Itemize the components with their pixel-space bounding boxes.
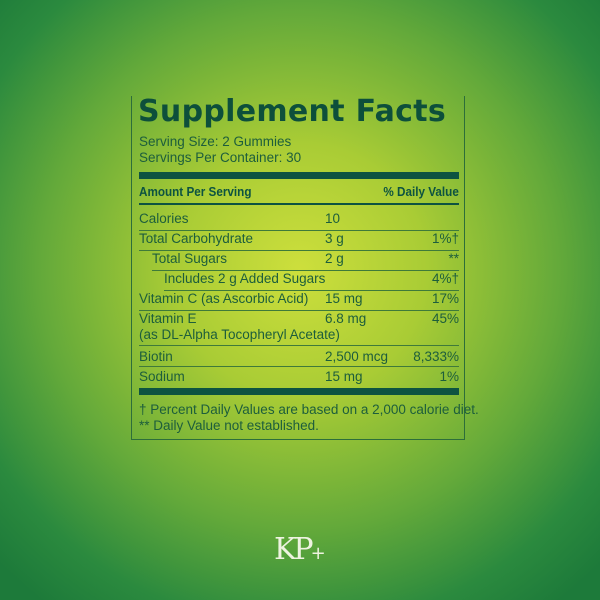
nutrient-amount: 15 mg <box>325 369 363 384</box>
nutrient-row-total-sugars: Total Sugars 2 g ** <box>152 251 459 271</box>
nutrient-amount: 15 mg <box>325 291 363 306</box>
nutrient-row-vitamin-c: Vitamin C (as Ascorbic Acid) 15 mg 17% <box>139 291 459 311</box>
nutrient-amount: 3 g <box>325 231 344 246</box>
nutrient-row-biotin: Biotin 2,500 mcg 8,333% <box>139 349 459 367</box>
nutrient-dv: 1%† <box>431 231 459 246</box>
nutrient-amount: 10 <box>325 211 341 226</box>
nutrient-name: Vitamin C (as Ascorbic Acid) <box>139 291 309 306</box>
nutrient-row-vitamin-e: Vitamin E (as DL-Alpha Tocopheryl Acetat… <box>139 311 459 346</box>
logo-plus: + <box>310 543 326 564</box>
header-divider <box>139 203 459 205</box>
servings-per-container: Servings Per Container: 30 <box>139 150 302 165</box>
thick-divider-bottom <box>139 388 459 395</box>
logo-text: KP <box>274 532 314 567</box>
nutrient-dv: ** <box>448 251 459 266</box>
nutrient-name: Sodium <box>139 369 185 384</box>
supplement-facts-panel <box>131 96 465 440</box>
nutrient-amount: 2,500 mcg <box>325 349 389 364</box>
nutrient-dv: 1% <box>439 369 459 384</box>
nutrient-name: Includes 2 g Added Sugars <box>164 271 326 286</box>
nutrient-name: Total Sugars <box>152 251 228 266</box>
nutrient-source: (as DL-Alpha Tocopheryl Acetate) <box>139 327 340 342</box>
thick-divider <box>139 172 459 179</box>
nutrient-dv: 8,333% <box>413 349 459 364</box>
nutrient-row-added-sugars: Includes 2 g Added Sugars 4%† <box>164 271 459 291</box>
brand-logo: KP+ <box>274 532 326 567</box>
nutrient-dv: 4%† <box>431 271 459 286</box>
nutrient-name: Calories <box>139 211 189 226</box>
nutrient-amount: 2 g <box>325 251 344 266</box>
panel-title: Supplement Facts <box>138 94 447 129</box>
daily-value-header: % Daily Value <box>383 184 459 199</box>
nutrient-name: Vitamin E <box>139 311 197 326</box>
nutrient-dv: 45% <box>431 311 459 326</box>
nutrient-row-sodium: Sodium 15 mg 1% <box>139 369 459 386</box>
nutrient-name: Biotin <box>139 349 173 364</box>
footnote-not-established: ** Daily Value not established. <box>139 418 319 433</box>
amount-per-serving-header: Amount Per Serving <box>139 184 252 199</box>
nutrient-name: Total Carbohydrate <box>139 231 254 246</box>
nutrient-amount: 6.8 mg <box>325 311 367 326</box>
serving-size: Serving Size: 2 Gummies <box>139 134 292 149</box>
nutrient-dv: 17% <box>431 291 459 306</box>
footnote-daily-values: † Percent Daily Values are based on a 2,… <box>139 402 479 417</box>
nutrient-row-carbohydrate: Total Carbohydrate 3 g 1%† <box>139 231 459 251</box>
nutrient-row-calories: Calories 10 <box>139 211 459 231</box>
